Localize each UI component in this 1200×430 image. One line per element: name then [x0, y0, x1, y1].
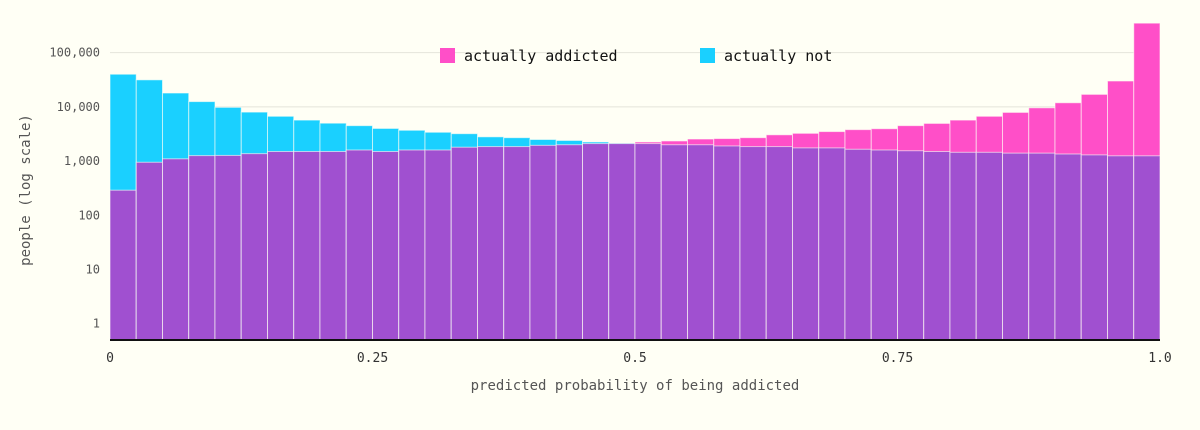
x-axis-label: predicted probability of being addicted — [471, 378, 800, 394]
y-tick-label: 10,000 — [57, 100, 100, 114]
bar-actually-addicted — [503, 146, 531, 341]
bar-actually-addicted — [135, 161, 163, 341]
x-tick-label: 0.75 — [882, 351, 913, 366]
bar-actually-addicted — [529, 144, 557, 341]
bar-actually-not — [975, 151, 1003, 341]
bar-actually-not — [870, 149, 898, 341]
bar-actually-addicted — [450, 146, 478, 341]
bar-actually-not — [792, 147, 820, 341]
bar-actually-not — [634, 143, 662, 341]
bar-actually-not — [1002, 152, 1030, 341]
legend-label-actually-addicted: actually addicted — [464, 47, 618, 65]
bar-actually-addicted — [477, 146, 505, 341]
bar-actually-not — [818, 147, 846, 341]
x-tick-label: 1.0 — [1148, 351, 1171, 366]
bar-actually-addicted — [267, 151, 295, 341]
bar-actually-addicted — [372, 151, 400, 341]
bar-actually-not — [844, 148, 872, 341]
bars — [109, 22, 1161, 341]
bar-actually-not — [739, 146, 767, 341]
bar-actually-addicted — [188, 155, 216, 341]
legend-swatch-actually-addicted — [440, 48, 455, 63]
y-tick-label: 100,000 — [49, 46, 100, 60]
bar-actually-addicted — [319, 151, 347, 341]
y-tick-label: 1 — [93, 317, 100, 331]
bar-actually-not — [1054, 153, 1082, 341]
bar-actually-addicted — [398, 149, 426, 341]
y-tick-label: 10 — [86, 262, 100, 276]
x-tick-label: 0 — [106, 351, 114, 366]
bar-actually-addicted — [582, 143, 610, 341]
bar-actually-addicted — [162, 158, 190, 341]
bar-actually-not — [660, 144, 688, 341]
y-tick-label: 1,000 — [64, 154, 100, 168]
bar-actually-addicted — [608, 143, 636, 341]
bar-actually-not — [1133, 155, 1161, 341]
legend: actually addicted actually not — [440, 47, 832, 65]
bar-actually-not — [765, 146, 793, 341]
bar-actually-not — [1080, 154, 1108, 341]
x-tick-labels: 0 0.25 0.5 0.75 1.0 — [106, 351, 1172, 366]
bar-actually-addicted — [424, 149, 452, 341]
bar-actually-not — [923, 151, 951, 341]
bar-actually-not — [949, 151, 977, 341]
bar-actually-addicted — [109, 189, 137, 341]
y-axis-label: people (log scale) — [18, 114, 34, 266]
bar-actually-not — [897, 150, 925, 341]
legend-swatch-actually-not — [700, 48, 715, 63]
x-tick-label: 0.5 — [623, 351, 646, 366]
y-tick-labels: 1 10 100 1,000 10,000 100,000 — [49, 46, 100, 331]
y-tick-label: 100 — [78, 208, 100, 222]
bar-actually-not — [687, 144, 715, 341]
bar-actually-addicted — [214, 154, 242, 341]
bar-actually-not — [1107, 155, 1135, 341]
x-tick-label: 0.25 — [357, 351, 388, 366]
bar-actually-addicted — [293, 151, 321, 341]
bar-actually-not — [713, 145, 741, 341]
legend-label-actually-not: actually not — [724, 47, 832, 65]
bar-actually-addicted — [345, 149, 373, 341]
bar-actually-addicted — [555, 144, 583, 341]
bar-actually-not — [1028, 152, 1056, 341]
bar-actually-addicted — [240, 153, 268, 341]
